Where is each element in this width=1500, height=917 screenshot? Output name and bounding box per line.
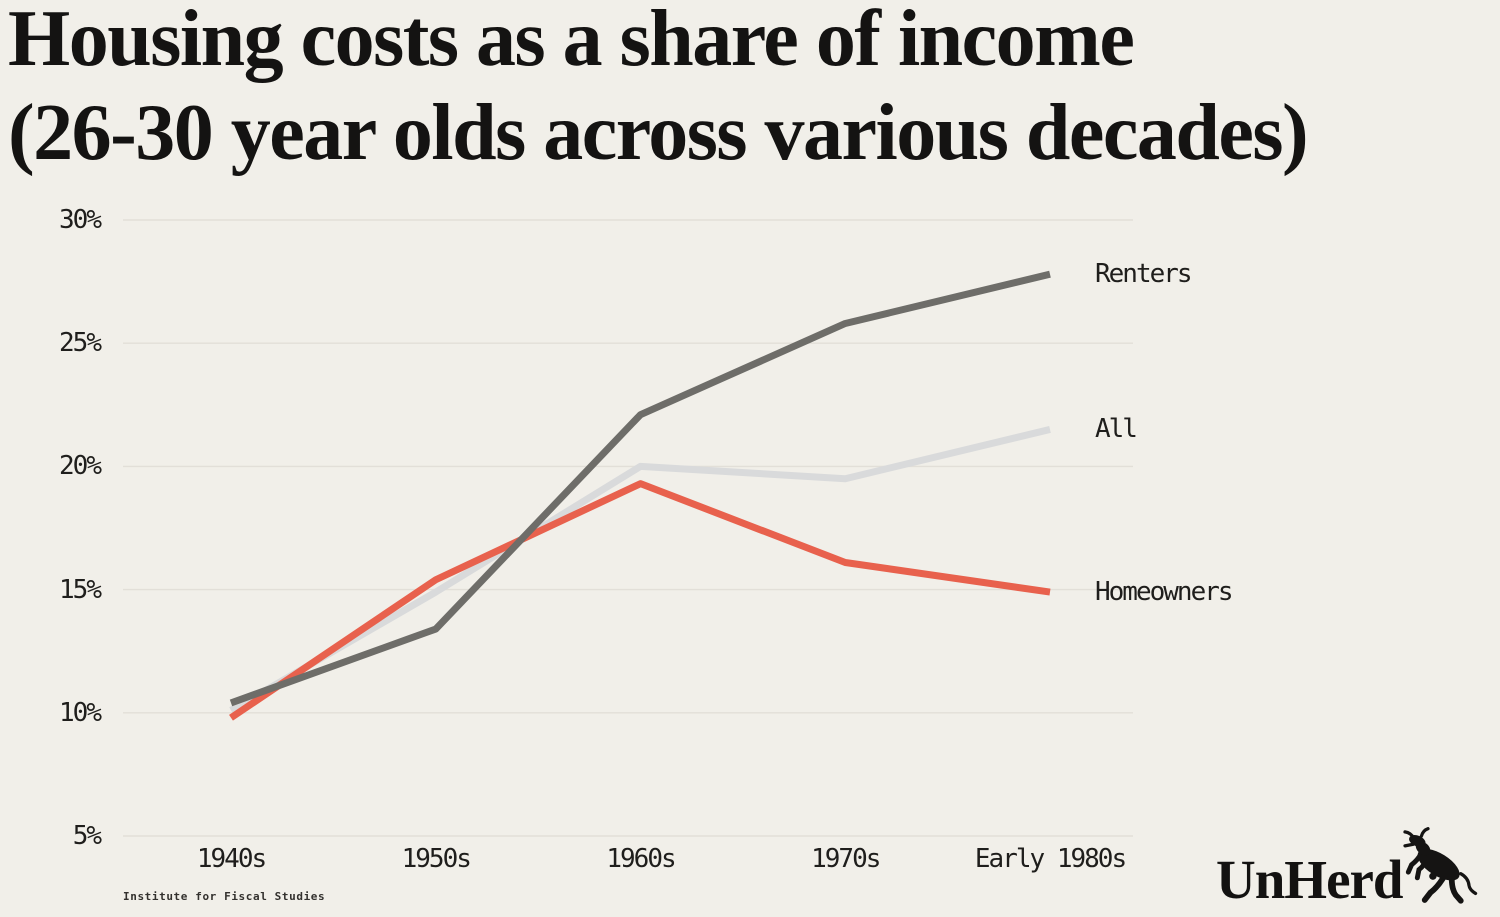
unherd-logo: UnHerd [1216, 849, 1403, 910]
page-title: Housing costs as a share of income (26-3… [8, 0, 1500, 180]
x-axis-tick-label: Early 1980s [974, 844, 1127, 874]
y-axis-tick-label: 5% [72, 821, 102, 851]
legend-label-homeowners: Homeowners [1095, 577, 1234, 608]
cow-icon [1403, 827, 1478, 904]
series-line-renters [229, 270, 1051, 707]
legend-label-renters: Renters [1095, 259, 1193, 290]
series-line-all [229, 426, 1051, 714]
x-axis-tick-label: 1940s [196, 844, 267, 874]
y-axis-tick-label: 10% [59, 697, 102, 728]
y-axis-tick-label: 20% [59, 451, 102, 482]
page-title-line1: Housing costs as a share of income [8, 0, 1135, 83]
x-axis-tick-label: 1950s [401, 844, 472, 874]
y-axis-tick-label: 15% [59, 574, 102, 605]
unherd-logo-text: UnHerd [1216, 849, 1403, 910]
y-axis-tick-label: 25% [59, 328, 102, 359]
x-axis-tick-label: 1970s [811, 844, 881, 874]
series-line-homeowners [229, 480, 1051, 721]
page-title-line2: (26-30 year olds across various decades) [8, 89, 1309, 177]
legend-label-all: All [1095, 414, 1138, 445]
y-axis-tick-label: 30% [59, 205, 102, 235]
x-axis-tick-label: 1960s [606, 844, 676, 874]
source-note: Institute for Fiscal Studies [123, 890, 326, 903]
